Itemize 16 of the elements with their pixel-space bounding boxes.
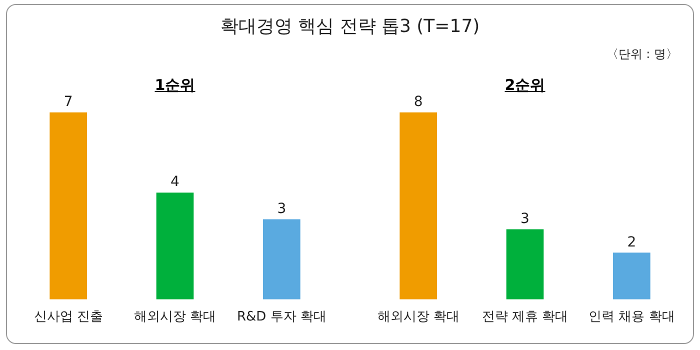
x-tick-label: 인력 채용 확대 [588,310,675,325]
x-tick-label: 해외시장 확대 [377,310,460,325]
x-tick-label: 신사업 진출 [34,310,103,325]
chart-title: 1순위 [154,76,196,95]
data-label: 3 [277,200,286,217]
data-label: 2 [627,234,636,250]
data-label: 7 [64,94,73,110]
text: 확대경영 핵심 전략 톱3 (T=17) [219,15,481,38]
x-tick-label: 전략 제휴 확대 [482,310,568,325]
x-tick-label: R&D 투자 확대 [236,310,326,325]
text: 〈단위 : 명〉 [606,46,678,63]
data-label: 8 [414,94,423,110]
data-label: 3 [520,210,530,227]
x-tick-label: 해외시장 확대 [134,310,216,325]
data-label: 4 [170,174,180,190]
chart-title: 2순위 [504,76,546,95]
